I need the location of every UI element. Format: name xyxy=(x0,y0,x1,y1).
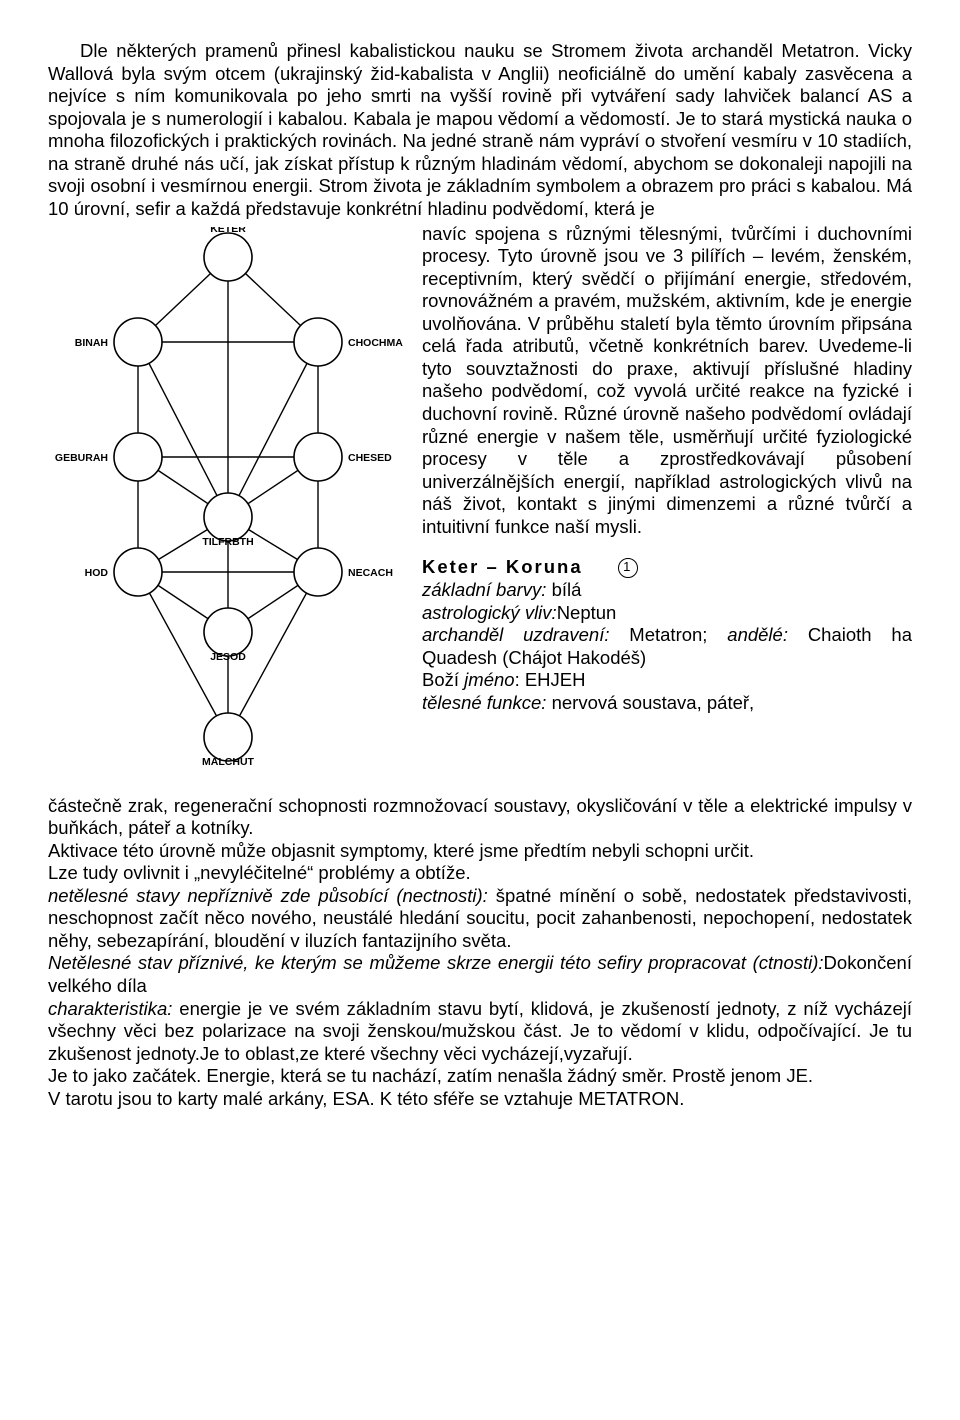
after-p7: Je to jako začátek. Energie, která se tu… xyxy=(48,1065,912,1088)
tree-label-necach: NECACH xyxy=(348,567,393,579)
intro-paragraph: Dle některých pramenů přinesl kabalistic… xyxy=(48,40,912,221)
keter-archangel-value: Metatron; xyxy=(609,624,727,645)
tree-label-hod: HOD xyxy=(85,567,109,579)
after-p1: částečně zrak, regenerační schopnosti ro… xyxy=(48,795,912,840)
margin-word-bozi: Boží xyxy=(422,669,459,690)
tree-of-life-diagram: KETER BINAH CHOCHMA GEBURAH CHESED TILFRBTH HO… xyxy=(48,227,408,787)
after-p6-body: energie je ve svém základním stavu bytí,… xyxy=(48,998,912,1064)
keter-angels-label: andělé: xyxy=(727,624,788,645)
after-p2: Aktivace této úrovně může objasnit sympt… xyxy=(48,840,912,863)
tree-label-chesed: CHESED xyxy=(348,452,392,464)
tree-edge xyxy=(138,342,228,517)
tree-node-necach xyxy=(294,548,342,596)
keter-heading: Keter – Koruna 1 xyxy=(422,556,638,579)
keter-basic-color-label: základní barvy: xyxy=(422,579,546,600)
tree-node-tifereth xyxy=(204,493,252,541)
keter-body-value: nervová soustava, páteř, xyxy=(546,692,754,713)
keter-archangel-label: archanděl uzdravení: xyxy=(422,624,609,645)
tree-label-binah: BINAH xyxy=(75,337,108,349)
tree-node-malchut xyxy=(204,713,252,761)
keter-number-badge: 1 xyxy=(618,558,638,578)
keter-name-value: : EHJEH xyxy=(515,669,586,690)
margin-word-navic: navíc xyxy=(422,223,466,244)
after-p5-label: Netělesné stav příznivé, ke kterým se mů… xyxy=(48,952,824,973)
tree-node-geburah xyxy=(114,433,162,481)
tree-label-tifereth: TILFRBTH xyxy=(202,536,253,548)
tree-node-chesed xyxy=(294,433,342,481)
tree-of-life-svg: KETER BINAH CHOCHMA GEBURAH CHESED TILFRBTH HO… xyxy=(48,227,408,787)
tree-node-keter xyxy=(204,233,252,281)
keter-body-label: tělesné funkce: xyxy=(422,692,546,713)
keter-basic-color-value: bílá xyxy=(546,579,581,600)
tree-label-geburah: GEBURAH xyxy=(55,452,108,464)
tree-label-jesod: JESOD xyxy=(210,651,246,663)
tree-node-jesod xyxy=(204,608,252,656)
after-p8: V tarotu jsou to karty malé arkány, ESA.… xyxy=(48,1088,912,1111)
after-p5: Netělesné stav příznivé, ke kterým se mů… xyxy=(48,952,912,997)
tree-label-chochma: CHOCHMA xyxy=(348,337,403,349)
tree-edge xyxy=(228,342,318,517)
tree-node-chochma xyxy=(294,318,342,366)
after-p4-label: netělesné stavy nepříznivě zde působící … xyxy=(48,885,488,906)
keter-astro-label: astrologický vliv: xyxy=(422,602,557,623)
after-p3: Lze tudy ovlivnit i „nevyléčitelné“ prob… xyxy=(48,862,912,885)
keter-astro-value: Neptun xyxy=(557,602,617,623)
after-p4: netělesné stavy nepříznivě zde působící … xyxy=(48,885,912,953)
after-p6: charakteristika: energie je ve svém zákl… xyxy=(48,998,912,1066)
text-segment-b: svědčí o přijímání energie, středovém, r… xyxy=(422,268,912,492)
text-segment-c: život, kontakt s jinými dimenzemi a různ… xyxy=(422,493,912,537)
keter-name-label: jméno xyxy=(464,669,514,690)
diagram-text-wrap: KETER BINAH CHOCHMA GEBURAH CHESED TILFRBTH HO… xyxy=(48,223,912,795)
margin-word-ktery: který xyxy=(532,268,572,289)
tree-label-keter: KETER xyxy=(210,227,246,235)
tree-node-hod xyxy=(114,548,162,596)
after-diagram-text: částečně zrak, regenerační schopnosti ro… xyxy=(48,795,912,1111)
tree-node-binah xyxy=(114,318,162,366)
after-p6-label: charakteristika: xyxy=(48,998,172,1019)
tree-label-malchut: MALCHUT xyxy=(202,756,254,768)
keter-heading-text: Keter – Koruna xyxy=(422,556,583,577)
margin-word-nas: náš xyxy=(422,493,452,514)
